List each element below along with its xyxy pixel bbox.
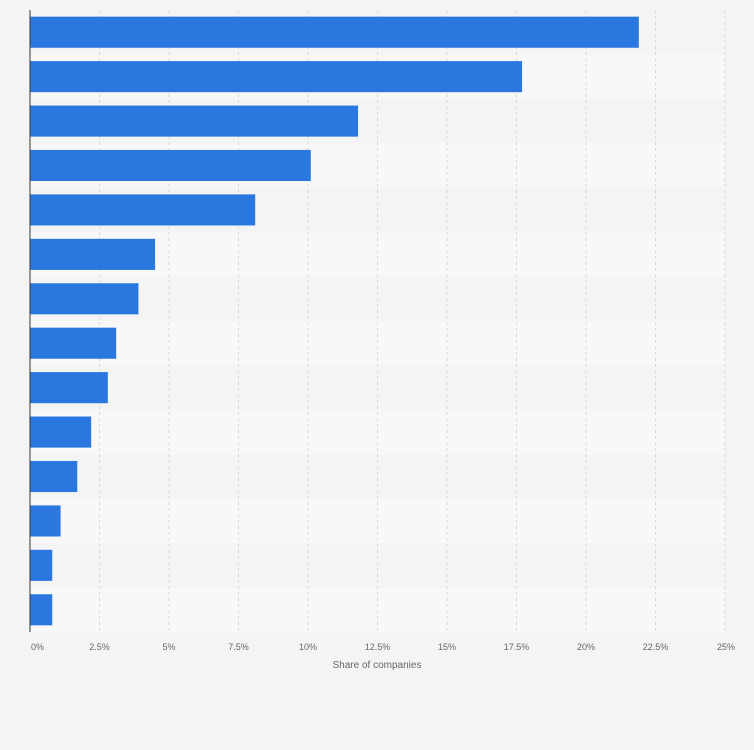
x-tick-label: 5% — [162, 642, 175, 652]
bar[interactable] — [30, 549, 53, 581]
x-tick-label: 15% — [438, 642, 456, 652]
x-tick-label: 20% — [577, 642, 595, 652]
bar[interactable] — [30, 61, 523, 93]
x-axis-ticks: 0% 2.5% 5% 7.5% 10% 12.5% 15% 17.5% 20% 22.5% 25% — [31, 642, 735, 652]
bars — [30, 16, 639, 626]
bar[interactable] — [30, 238, 156, 270]
x-tick-label: 22.5% — [643, 642, 669, 652]
bar[interactable] — [30, 594, 53, 626]
bar[interactable] — [30, 460, 78, 493]
bar[interactable] — [30, 372, 108, 404]
x-tick-label: 0% — [31, 642, 44, 652]
bar[interactable] — [30, 283, 139, 315]
x-tick-label: 2.5% — [89, 642, 110, 652]
bar[interactable] — [30, 16, 639, 48]
x-tick-label: 17.5% — [504, 642, 530, 652]
x-axis-title: Share of companies — [333, 660, 422, 671]
bar[interactable] — [30, 327, 117, 359]
x-tick-label: 12.5% — [365, 642, 391, 652]
bar[interactable] — [30, 416, 92, 448]
x-tick-label: 25% — [717, 642, 735, 652]
bar[interactable] — [30, 149, 311, 182]
bar[interactable] — [30, 105, 359, 137]
bar[interactable] — [30, 194, 256, 226]
x-tick-label: 10% — [299, 642, 317, 652]
x-tick-label: 7.5% — [228, 642, 249, 652]
bar[interactable] — [30, 505, 61, 537]
